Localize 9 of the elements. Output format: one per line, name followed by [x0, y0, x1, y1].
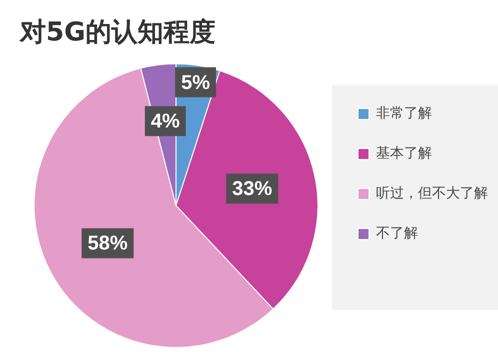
data-label: 33% [232, 178, 272, 200]
data-label: 58% [88, 232, 128, 255]
legend-label: 基本了解 [376, 146, 432, 162]
legend-label: 不了解 [376, 226, 418, 242]
chart-title: 对5G的认知程度 [19, 17, 216, 48]
legend-label: 非常了解 [376, 106, 432, 122]
data-label: 4% [150, 110, 180, 133]
legend-label: 听过，但不大了解 [376, 186, 488, 202]
data-label: 5% [181, 72, 210, 94]
